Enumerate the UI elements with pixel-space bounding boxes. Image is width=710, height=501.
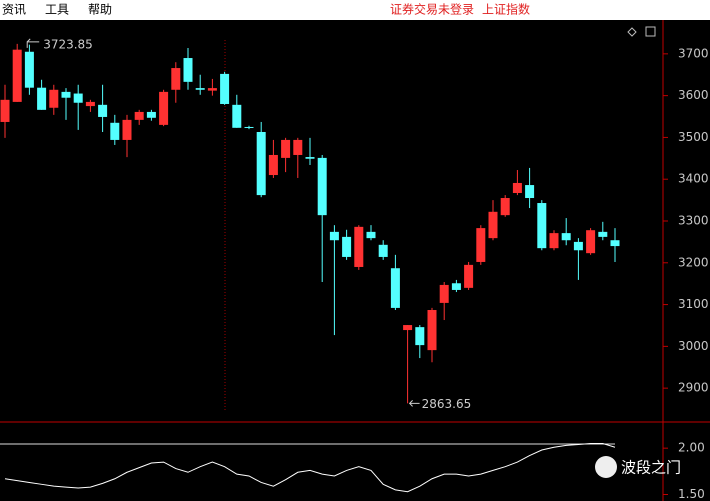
candle-body bbox=[403, 325, 413, 331]
menu-item[interactable]: 帮助 bbox=[88, 3, 112, 17]
candle-body bbox=[512, 182, 522, 194]
candle-body bbox=[244, 126, 254, 128]
candle-body bbox=[561, 233, 571, 241]
index-name: 上证指数 bbox=[482, 2, 530, 17]
candle-body bbox=[98, 104, 108, 117]
candle-body bbox=[268, 154, 278, 176]
candle-body bbox=[49, 89, 59, 108]
y-tick-label: 3600 bbox=[678, 88, 709, 102]
candle-body bbox=[464, 264, 474, 288]
candle-body bbox=[342, 236, 352, 257]
watermark: 波段之门 bbox=[595, 456, 681, 478]
icon[interactable] bbox=[645, 26, 656, 37]
candle-body bbox=[232, 104, 242, 128]
candle-body bbox=[146, 111, 156, 118]
candle-body bbox=[256, 131, 266, 196]
menu-item[interactable]: 资讯 bbox=[2, 3, 26, 17]
candle-body bbox=[0, 99, 10, 122]
y-tick-label: 3500 bbox=[678, 130, 709, 144]
watermark-text: 波段之门 bbox=[621, 459, 681, 477]
y-tick-label: 3200 bbox=[678, 255, 709, 269]
y-tick-label: 3000 bbox=[678, 339, 709, 353]
candle-body bbox=[305, 157, 315, 159]
candle-body bbox=[610, 240, 620, 247]
annotation: 3723.85 bbox=[43, 37, 93, 51]
candle-body bbox=[354, 226, 364, 267]
annotation-arrow bbox=[26, 38, 40, 48]
watermark-icon bbox=[595, 456, 617, 478]
y-tick-label: 1.50 bbox=[678, 487, 705, 501]
candle-body bbox=[525, 185, 535, 199]
candle-body bbox=[293, 139, 303, 155]
y-tick-label: 2900 bbox=[678, 381, 709, 395]
candle-body bbox=[415, 327, 425, 346]
candle-body bbox=[207, 88, 217, 91]
candle-body bbox=[317, 157, 327, 216]
annotation-arrow bbox=[408, 399, 420, 407]
y-tick-label: 3100 bbox=[678, 297, 709, 311]
candle-body bbox=[500, 198, 510, 216]
candle-body bbox=[439, 284, 449, 303]
y-tick-label: 3300 bbox=[678, 214, 709, 228]
candle-body bbox=[110, 122, 120, 140]
candle-body bbox=[488, 211, 498, 239]
candle-body bbox=[24, 51, 34, 88]
candle-body bbox=[195, 88, 205, 90]
login-status: 证券交易未登录 bbox=[390, 2, 474, 17]
candle-body bbox=[366, 231, 376, 239]
candle-body bbox=[586, 230, 596, 254]
candle-body bbox=[476, 228, 486, 262]
menu-bar bbox=[0, 0, 710, 20]
candle-body bbox=[183, 58, 193, 82]
annotation: 2863.65 bbox=[422, 397, 472, 411]
indicator-line bbox=[4, 443, 616, 493]
candle-body bbox=[549, 233, 559, 249]
candle-body bbox=[85, 101, 95, 107]
candle-body bbox=[390, 268, 400, 308]
candle-body bbox=[598, 231, 608, 237]
candle-body bbox=[134, 111, 144, 120]
candle-body bbox=[73, 93, 83, 103]
candle-body bbox=[573, 241, 583, 251]
candle-body bbox=[159, 91, 169, 125]
candle-body bbox=[171, 68, 181, 90]
y-tick-label: 2.00 bbox=[678, 441, 705, 455]
candle-body bbox=[220, 73, 230, 104]
candle-body bbox=[451, 283, 461, 290]
candle-body bbox=[12, 49, 22, 102]
candle-body bbox=[37, 87, 47, 110]
menu-item[interactable]: 工具 bbox=[45, 3, 69, 17]
candle-body bbox=[122, 119, 132, 140]
candle-body bbox=[281, 139, 291, 158]
candle-body bbox=[329, 231, 339, 241]
candle-body bbox=[427, 310, 437, 351]
candle-body bbox=[378, 244, 388, 257]
y-tick-label: 3400 bbox=[678, 172, 709, 186]
candle-body bbox=[61, 91, 71, 98]
candle-body bbox=[537, 203, 547, 249]
y-tick-label: 3700 bbox=[678, 46, 709, 60]
icon[interactable] bbox=[627, 27, 637, 37]
